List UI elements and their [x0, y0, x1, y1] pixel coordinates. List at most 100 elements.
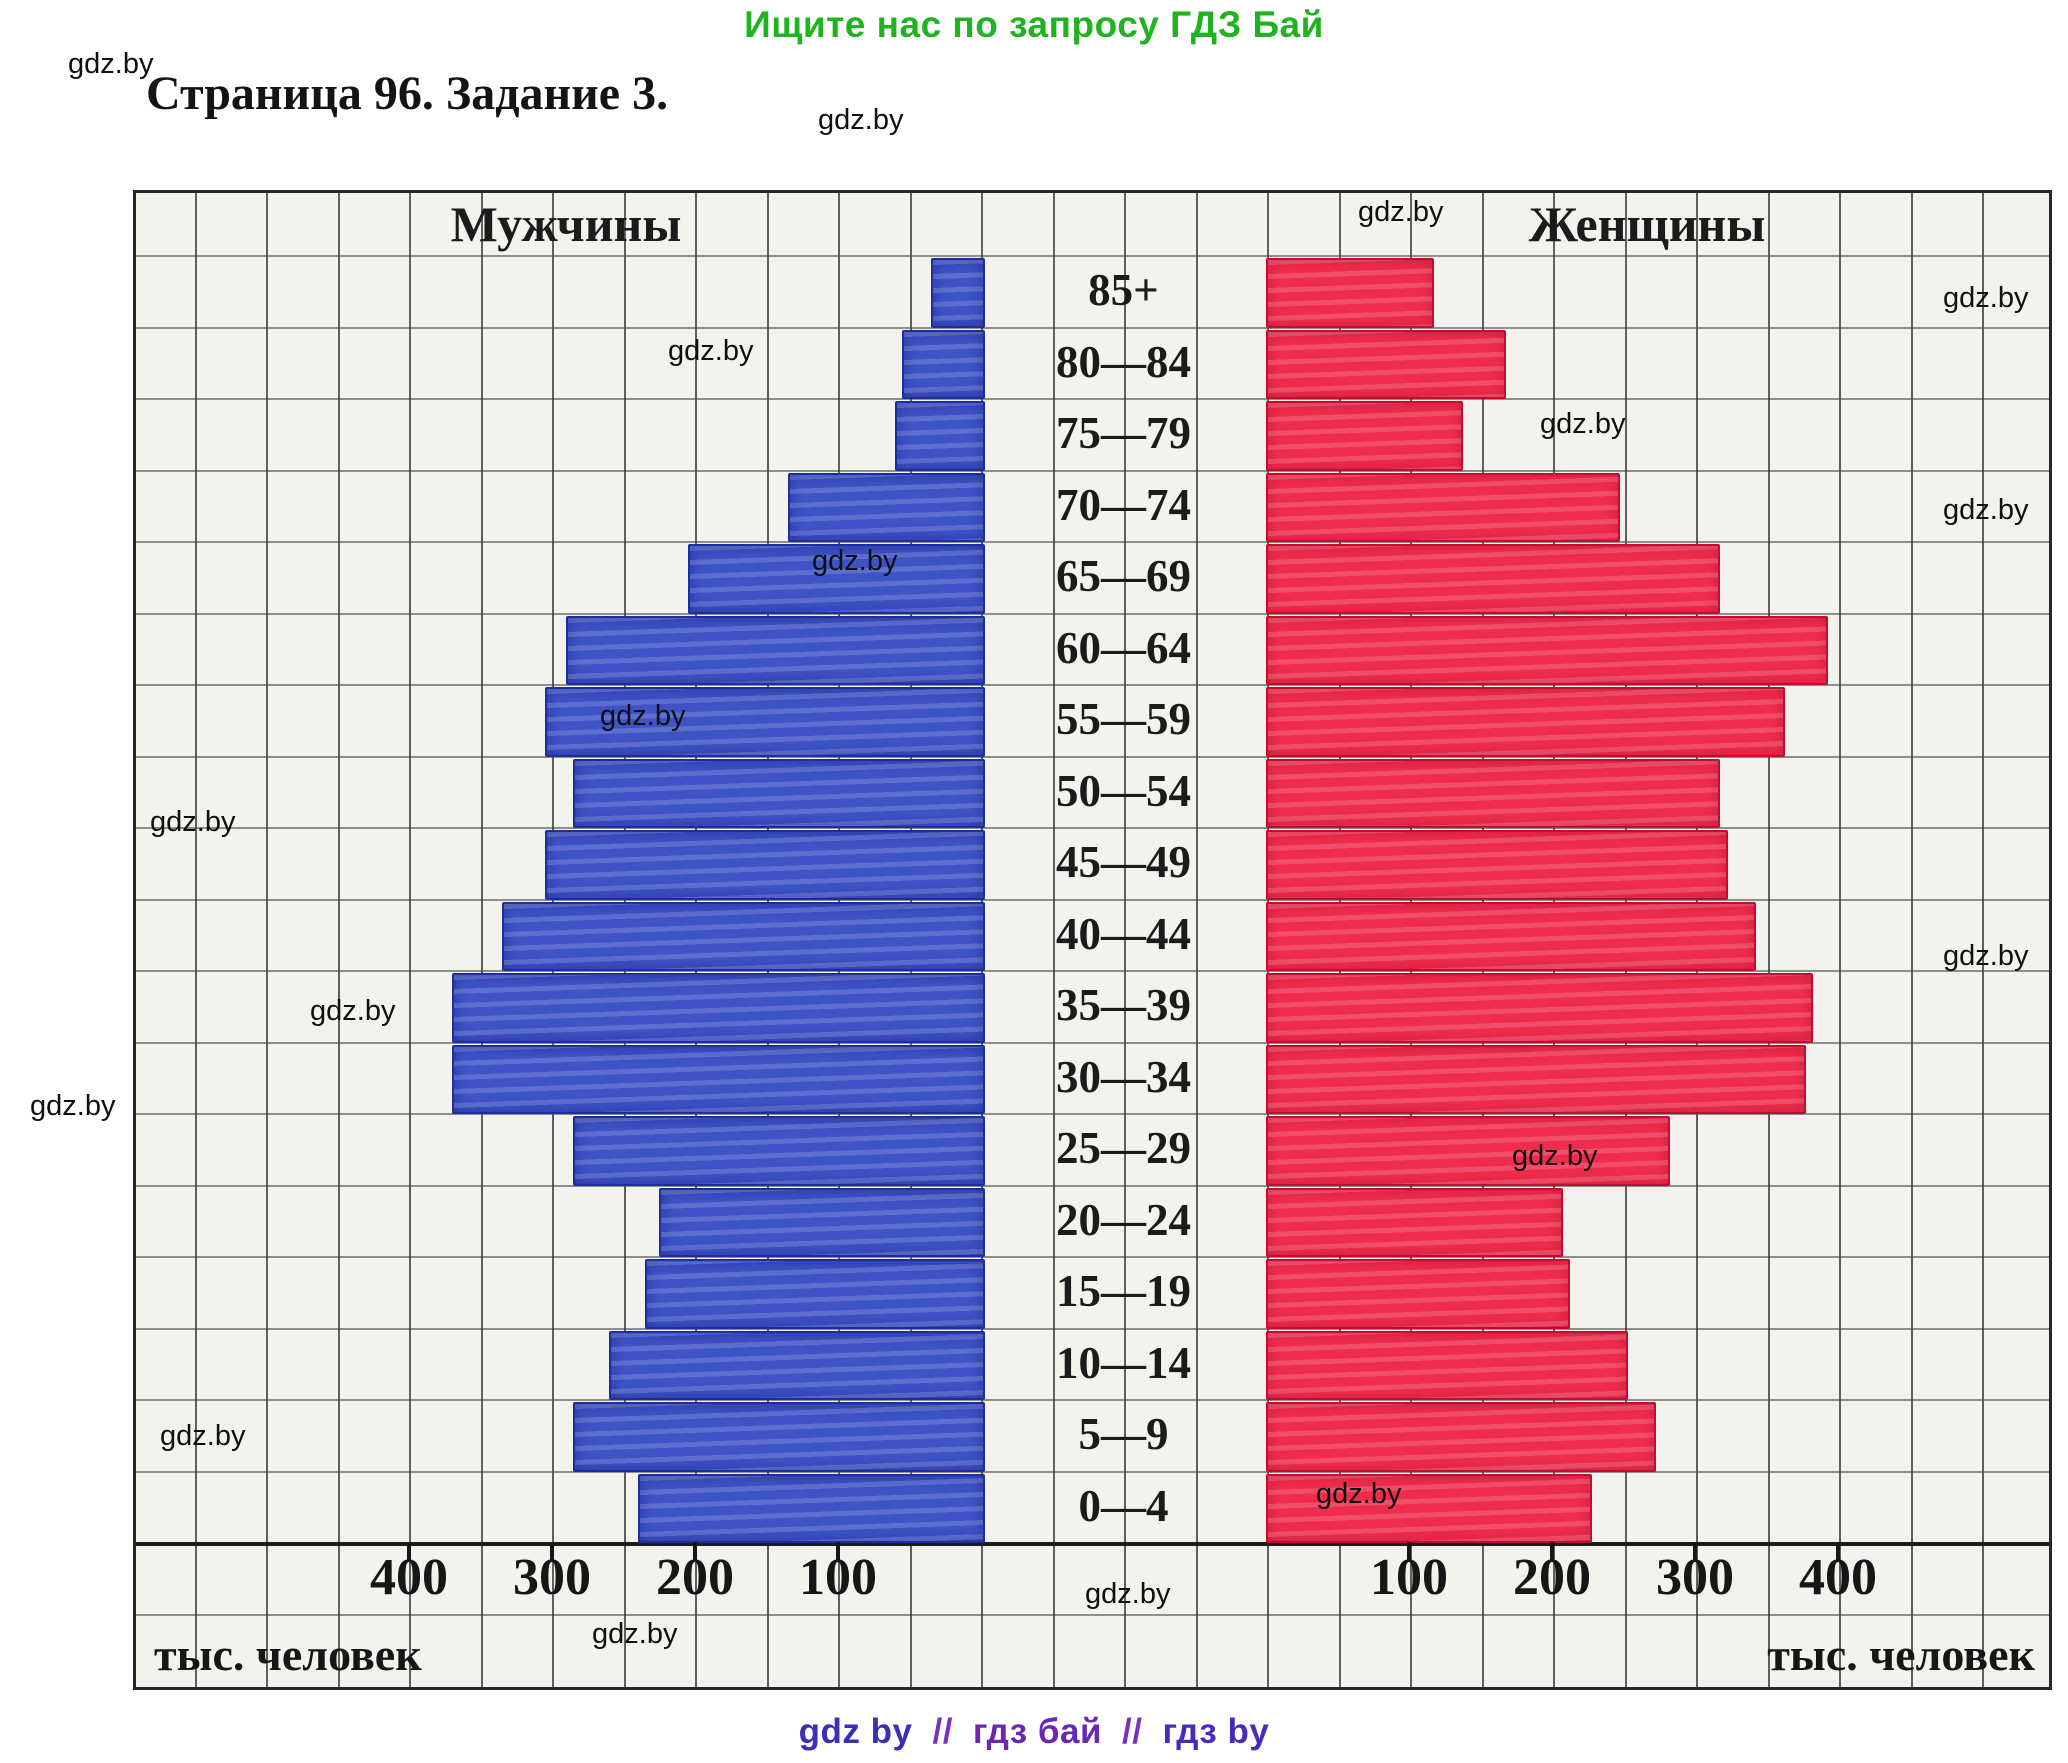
axis-tick-mark [407, 1542, 411, 1562]
female-series-title: Женщины [1528, 196, 1766, 252]
gdz-watermark: gdz.by [310, 995, 396, 1027]
grid-hline [136, 612, 2049, 615]
male-bar [573, 1402, 985, 1472]
age-group-label: 0—4 [1078, 1480, 1169, 1531]
grid-hline [136, 898, 2049, 901]
male-series-title: Мужчины [450, 196, 682, 252]
gdz-watermark: gdz.by [150, 806, 236, 838]
grid-vline [266, 193, 268, 1687]
grid-hline [136, 755, 2049, 758]
grid-vline [1052, 193, 1055, 1687]
footer-segment: // [932, 1712, 953, 1751]
gdz-watermark: gdz.by [668, 335, 754, 367]
male-bar [544, 687, 985, 757]
footer-segment: gdz by [798, 1712, 913, 1751]
gdz-watermark: gdz.by [1085, 1578, 1171, 1610]
female-bar [1266, 401, 1464, 471]
axis-tick-mark [1407, 1542, 1411, 1562]
age-group-label: 70—74 [1056, 479, 1191, 530]
female-bar [1266, 758, 1721, 828]
axis-tick-mark [836, 1542, 840, 1562]
grid-hline [136, 827, 2049, 829]
female-bar [1266, 1402, 1657, 1472]
age-group-label: 65—69 [1056, 551, 1191, 601]
age-group-label: 5—9 [1078, 1409, 1169, 1459]
axis-tick-mark [1550, 1542, 1554, 1562]
male-bar [609, 1330, 985, 1400]
male-bar [501, 901, 985, 971]
grid-vline [1195, 193, 1198, 1687]
grid-vline [480, 193, 483, 1687]
units-label-right: тыс. человек [1767, 1629, 2035, 1680]
female-bar [1266, 901, 1757, 971]
female-bar [1266, 472, 1621, 542]
female-bar [1266, 973, 1814, 1043]
grid-hline [136, 1327, 2049, 1330]
female-bar [1266, 544, 1721, 614]
female-bar [1266, 1116, 1671, 1186]
female-bar [1266, 1044, 1807, 1114]
male-bar [451, 1044, 985, 1114]
grid-vline [1124, 193, 1126, 1687]
grid-hline [136, 469, 2049, 472]
gdz-watermark: gdz.by [30, 1090, 116, 1122]
gdz-watermark: gdz.by [812, 545, 898, 577]
male-bar [573, 758, 985, 828]
grid-vline [1839, 193, 1841, 1687]
male-bar [644, 1259, 985, 1329]
age-group-label: 55—59 [1056, 694, 1191, 744]
grid-hline [136, 1113, 2049, 1115]
grid-vline [337, 193, 340, 1687]
female-bar [1266, 615, 1828, 685]
male-bar [566, 615, 985, 685]
axis-tick-mark [550, 1542, 554, 1562]
grid-hline [136, 684, 2049, 686]
male-bar [930, 258, 985, 328]
age-group-label: 10—14 [1056, 1337, 1191, 1388]
female-bar [1266, 1187, 1564, 1257]
female-bar [1266, 329, 1506, 399]
age-group-label: 80—84 [1056, 336, 1191, 387]
footer-segment: гдз by [1162, 1712, 1270, 1751]
grid-hline [136, 1041, 2049, 1044]
male-bar [902, 329, 985, 399]
axis-tick-mark [1693, 1542, 1697, 1562]
chart-grid: Мужчины Женщины тыс. человек тыс. челове… [136, 193, 2049, 1687]
male-bar [573, 1116, 985, 1186]
gdz-watermark: gdz.by [1943, 282, 2029, 314]
grid-vline [194, 193, 197, 1687]
male-bar [451, 973, 985, 1043]
male-bar [895, 401, 985, 471]
gdz-watermark: gdz.by [1943, 494, 2029, 526]
axis-tick-mark [693, 1542, 697, 1562]
gdz-watermark: gdz.by [1943, 940, 2029, 972]
age-group-label: 20—24 [1056, 1194, 1191, 1245]
female-bar [1266, 1473, 1592, 1543]
grid-vline [1910, 193, 1913, 1687]
gdz-watermark: gdz.by [600, 700, 686, 732]
age-group-label: 30—34 [1056, 1051, 1191, 1102]
grid-vline [1982, 193, 1984, 1687]
male-bar [544, 830, 985, 900]
male-bar [787, 472, 985, 542]
gdz-watermark: gdz.by [1540, 408, 1626, 440]
gdz-watermark: gdz.by [592, 1618, 678, 1650]
gdz-watermark: gdz.by [1358, 196, 1444, 228]
age-group-label: 85+ [1088, 265, 1159, 315]
female-bar [1266, 1330, 1628, 1400]
female-bar [1266, 687, 1785, 757]
age-group-label: 45—49 [1056, 837, 1191, 887]
gdz-watermark: gdz.by [1316, 1478, 1402, 1510]
gdz-watermark: gdz.by [68, 48, 154, 80]
gdz-watermark: gdz.by [1512, 1140, 1598, 1172]
male-bar [687, 544, 985, 614]
grid-hline [136, 1256, 2049, 1258]
age-group-label: 25—29 [1056, 1123, 1191, 1173]
grid-hline [136, 1184, 2049, 1187]
units-label-left: тыс. человек [154, 1629, 422, 1680]
gdz-watermark: gdz.by [818, 104, 904, 136]
grid-hline [136, 1614, 2049, 1616]
male-bar [659, 1187, 985, 1257]
grid-hline [136, 398, 2049, 400]
